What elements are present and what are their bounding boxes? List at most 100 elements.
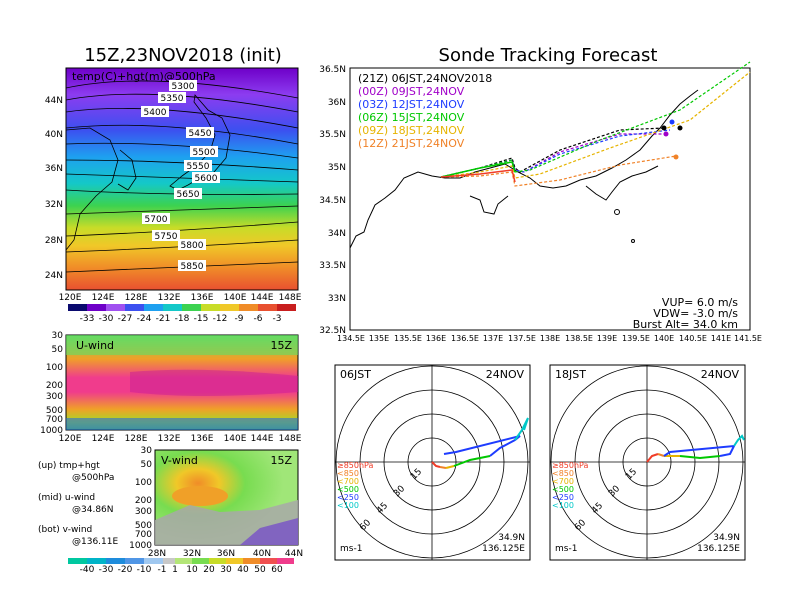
lon-tick: 141.5E <box>734 334 762 343</box>
svg-text:5550: 5550 <box>187 162 210 172</box>
p-tick: 200 <box>135 496 152 506</box>
lat-tick: 36.5N <box>319 65 346 75</box>
legend-entry: (03Z) 12JST,24NOV <box>358 98 465 111</box>
coastline-izu <box>585 165 659 201</box>
lon-tick: 139E <box>597 334 617 343</box>
cbar-tick: -18 <box>175 314 190 324</box>
landing-21z <box>661 125 667 131</box>
param-line: VDW= -3.0 m/s <box>653 307 738 320</box>
hodo-legend: <850 <box>552 469 574 478</box>
contour-label: 5850 <box>178 260 206 272</box>
lat-tick: 36N <box>328 98 346 108</box>
map-contour-labels: 5300 5350 5400 5450 5500 5550 5600 5650 … <box>141 80 220 272</box>
p-tick: 500 <box>135 521 152 531</box>
svg-text:5350: 5350 <box>161 94 184 104</box>
hodo-seg-250 <box>453 455 491 467</box>
hodo-legend: ≥850hPa <box>552 461 589 470</box>
hodo-time: 18JST <box>555 368 586 381</box>
svg-text:5300: 5300 <box>172 82 195 92</box>
coastline-honshu <box>349 89 699 249</box>
contour-label: 5400 <box>141 106 169 118</box>
lon-tick: 140E <box>654 334 674 343</box>
hodo-legend: <700 <box>552 477 574 486</box>
map-label: temp(C)+hgt(m)@500hPa <box>72 70 216 83</box>
contour-label: 5600 <box>192 172 220 184</box>
lon-tick: 141E <box>711 334 731 343</box>
lat-tick: 32N <box>45 200 63 210</box>
coastline-asia <box>65 127 119 251</box>
cbar-tick: -15 <box>194 314 209 324</box>
p-tick: 300 <box>46 392 63 402</box>
track-12z <box>440 155 677 187</box>
p-tick: 1000 <box>40 426 63 436</box>
u-wind-label: U-wind <box>76 339 114 352</box>
landing-burst <box>677 125 683 131</box>
contour-label: 5750 <box>152 230 180 242</box>
cbar-tick: -21 <box>156 314 171 324</box>
p-tick: 1000 <box>129 541 152 551</box>
v-wind-lat-labels: 28N 32N 36N 40N 44N <box>148 549 303 559</box>
lat-tick: 32N <box>183 549 201 559</box>
hodo-unit: ms-1 <box>555 544 577 554</box>
lat-tick: 35N <box>328 163 346 173</box>
hodo-date: 24NOV <box>701 368 740 381</box>
param-line: Burst Alt= 34.0 km <box>633 318 738 331</box>
v-wind-p-labels: 30 50 100 200 300 500 700 1000 <box>129 446 152 551</box>
lon-tick: 138.5E <box>565 334 593 343</box>
u-wind-p-labels: 30 50 100 200 300 500 700 1000 <box>40 331 63 436</box>
p-tick: 300 <box>135 507 152 517</box>
island <box>614 209 620 215</box>
cbar-tick: -20 <box>118 565 133 575</box>
lat-tick: 34N <box>328 229 346 239</box>
hodo-unit: ms-1 <box>340 544 362 554</box>
lon-tick: 134.5E <box>337 334 365 343</box>
hodo-loc: 34.9N <box>713 533 740 543</box>
lat-tick: 40N <box>45 130 63 140</box>
svg-text:5850: 5850 <box>181 262 204 272</box>
contour-label: 5800 <box>178 239 206 251</box>
landing-03z <box>669 119 675 125</box>
note-line: @34.86N <box>72 505 114 515</box>
lon-tick: 124E <box>92 434 115 444</box>
p-tick: 500 <box>46 406 63 416</box>
p-tick: 30 <box>141 446 153 456</box>
lat-tick: 36N <box>45 164 63 174</box>
note-line: @500hPa <box>72 473 114 483</box>
p-tick: 700 <box>135 530 152 540</box>
island <box>631 239 635 243</box>
hodo-seg-850 <box>431 461 441 468</box>
hodograph-18jst: 18JST 24NOV 15 30 45 60 ≥850hPa <850 <70… <box>549 364 746 561</box>
cbar-tick: -10 <box>137 565 152 575</box>
lon-tick: 140E <box>224 434 247 444</box>
svg-text:5500: 5500 <box>193 148 216 158</box>
lon-tick: 139.5E <box>622 334 650 343</box>
lon-tick: 124E <box>92 293 115 303</box>
hodo-loc: 136.125E <box>482 544 525 554</box>
map-lat-labels: 44N 40N 36N 32N 28N 24N <box>45 96 63 281</box>
legend-entry: (21Z) 06JST,24NOV2018 <box>358 72 492 85</box>
u-wind-time: 15Z <box>270 339 292 352</box>
notes: (up) tmp+hgt @500hPa (mid) u-wind @34.86… <box>38 461 118 547</box>
cbar-tick: 20 <box>203 565 215 575</box>
wind-colorbar: -40 -30 -20 -10 -1 1 10 20 30 40 50 60 <box>68 558 294 575</box>
lon-tick: 135E <box>369 334 389 343</box>
left-title: 15Z,23NOV2018 (init) <box>84 45 282 66</box>
hodo-legend: <500 <box>552 485 574 494</box>
track-params: VUP= 6.0 m/s VDW= -3.0 m/s Burst Alt= 34… <box>633 296 739 331</box>
lon-tick: 136.5E <box>451 334 479 343</box>
hodo-legend: <100 <box>552 501 574 510</box>
hodo-legend: <250 <box>552 493 574 502</box>
lat-tick: 28N <box>45 236 63 246</box>
cbar-tick: -27 <box>118 314 133 324</box>
lon-tick: 128E <box>125 293 148 303</box>
p-tick: 200 <box>46 381 63 391</box>
cbar-tick: -12 <box>213 314 228 324</box>
lon-tick: 136E <box>191 293 214 303</box>
lat-tick: 24N <box>45 271 63 281</box>
lon-tick: 148E <box>279 434 302 444</box>
legend-entry: (09Z) 18JST,24NOV <box>358 124 465 137</box>
cbar-tick: -30 <box>99 314 114 324</box>
u-wind-lon-labels: 120E 124E 128E 132E 136E 140E 144E 148E <box>59 434 302 444</box>
hodo-legend: ≥850hPa <box>337 461 374 470</box>
